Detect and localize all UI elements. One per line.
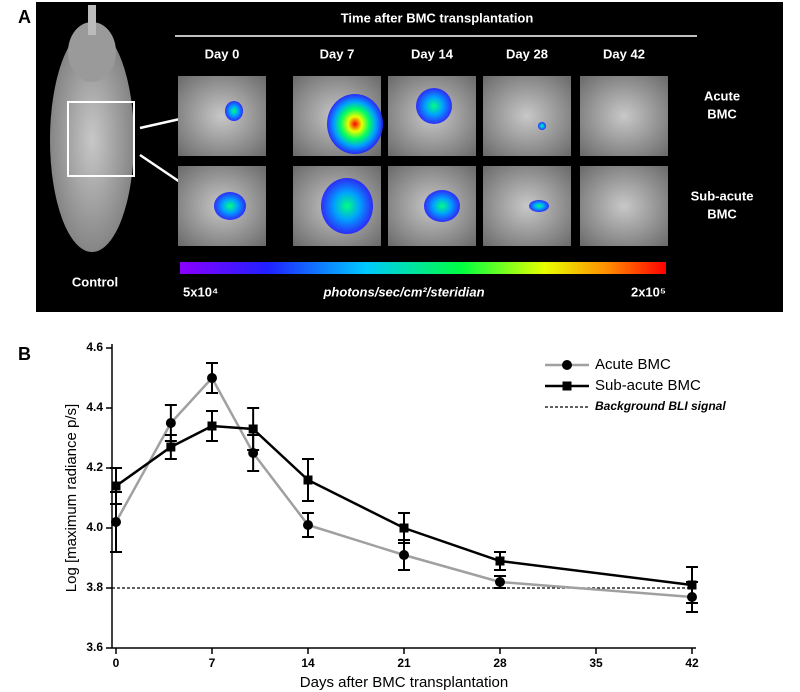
mouse-image-bg	[483, 166, 571, 246]
signal-blob	[225, 101, 243, 121]
signal-blob	[327, 94, 383, 154]
marker	[248, 424, 258, 434]
legend-label: Background BLI signal	[595, 399, 726, 413]
marker	[399, 523, 409, 533]
mouse-image-bg	[580, 76, 668, 156]
y-tick-label: 4.2	[86, 460, 103, 474]
mouse-image	[178, 76, 266, 156]
y-tick-label: 3.8	[86, 580, 103, 594]
control-mouse	[50, 5, 181, 252]
x-tick-label: 21	[397, 656, 411, 670]
marker	[495, 577, 505, 587]
y-tick-label: 4.6	[86, 340, 103, 354]
scale-unit: photons/sec/cm²/steridian	[322, 284, 484, 299]
panel-title: Time after BMC transplantation	[341, 10, 534, 25]
mouse-image	[483, 76, 571, 156]
y-tick-label: 4.4	[86, 400, 103, 414]
marker	[399, 550, 409, 560]
signal-blob	[424, 190, 460, 222]
marker	[303, 520, 313, 530]
x-tick-label: 14	[301, 656, 315, 670]
series-line	[114, 375, 693, 599]
panel-label: B	[18, 344, 31, 364]
day-label: Day 0	[205, 46, 240, 61]
marker	[111, 517, 121, 527]
legend-label: Sub-acute BMC	[595, 377, 701, 394]
signal-blob	[538, 122, 546, 130]
mouse-image	[483, 166, 571, 246]
marker	[687, 580, 697, 590]
mouse-image	[293, 166, 381, 246]
marker	[111, 481, 121, 491]
row-label: Sub-acute	[691, 188, 754, 203]
row-label: BMC	[707, 106, 737, 121]
marker	[165, 418, 176, 428]
mouse-image-bg	[178, 76, 266, 156]
x-tick-label: 7	[209, 656, 216, 670]
panel-a-background	[36, 2, 783, 312]
panel-label: A	[18, 7, 31, 27]
color-bar	[180, 262, 666, 274]
mouse-image	[388, 166, 476, 246]
x-tick-label: 0	[113, 656, 120, 670]
x-tick-label: 35	[589, 656, 603, 670]
signal-blob	[214, 192, 246, 220]
marker	[207, 421, 217, 431]
day-label: Day 42	[603, 46, 645, 61]
row-label: Acute	[704, 88, 740, 103]
scale-min: 5x10⁴	[183, 284, 218, 299]
day-label: Day 14	[411, 46, 454, 61]
marker	[562, 360, 572, 370]
y-axis-label: Log [maximum radiance p/s]	[63, 404, 80, 592]
signal-blob	[529, 200, 549, 212]
day-label: Day 7	[320, 46, 355, 61]
mouse-image	[293, 76, 383, 156]
mouse-image-bg	[483, 76, 571, 156]
x-axis-label: Days after BMC transplantation	[300, 674, 508, 691]
mouse-image	[580, 76, 668, 156]
y-tick-label: 4.0	[86, 520, 103, 534]
mouse-image	[388, 76, 476, 156]
marker	[207, 373, 217, 383]
marker	[303, 475, 313, 485]
signal-blob	[321, 178, 373, 234]
x-tick-label: 42	[685, 656, 699, 670]
marker	[495, 556, 505, 566]
series-line	[115, 424, 693, 587]
marker	[166, 442, 176, 452]
scale-max: 2x10⁵	[631, 284, 666, 299]
mouse-image-bg	[580, 166, 668, 246]
legend-label: Acute BMC	[595, 356, 671, 373]
control-label: Control	[72, 274, 118, 289]
signal-blob	[416, 88, 452, 124]
mouse-image	[178, 166, 266, 246]
x-tick-label: 28	[493, 656, 507, 670]
y-tick-label: 3.6	[86, 640, 103, 654]
marker	[562, 381, 572, 391]
row-label: BMC	[707, 206, 737, 221]
day-label: Day 28	[506, 46, 548, 61]
mouse-image	[580, 166, 668, 246]
